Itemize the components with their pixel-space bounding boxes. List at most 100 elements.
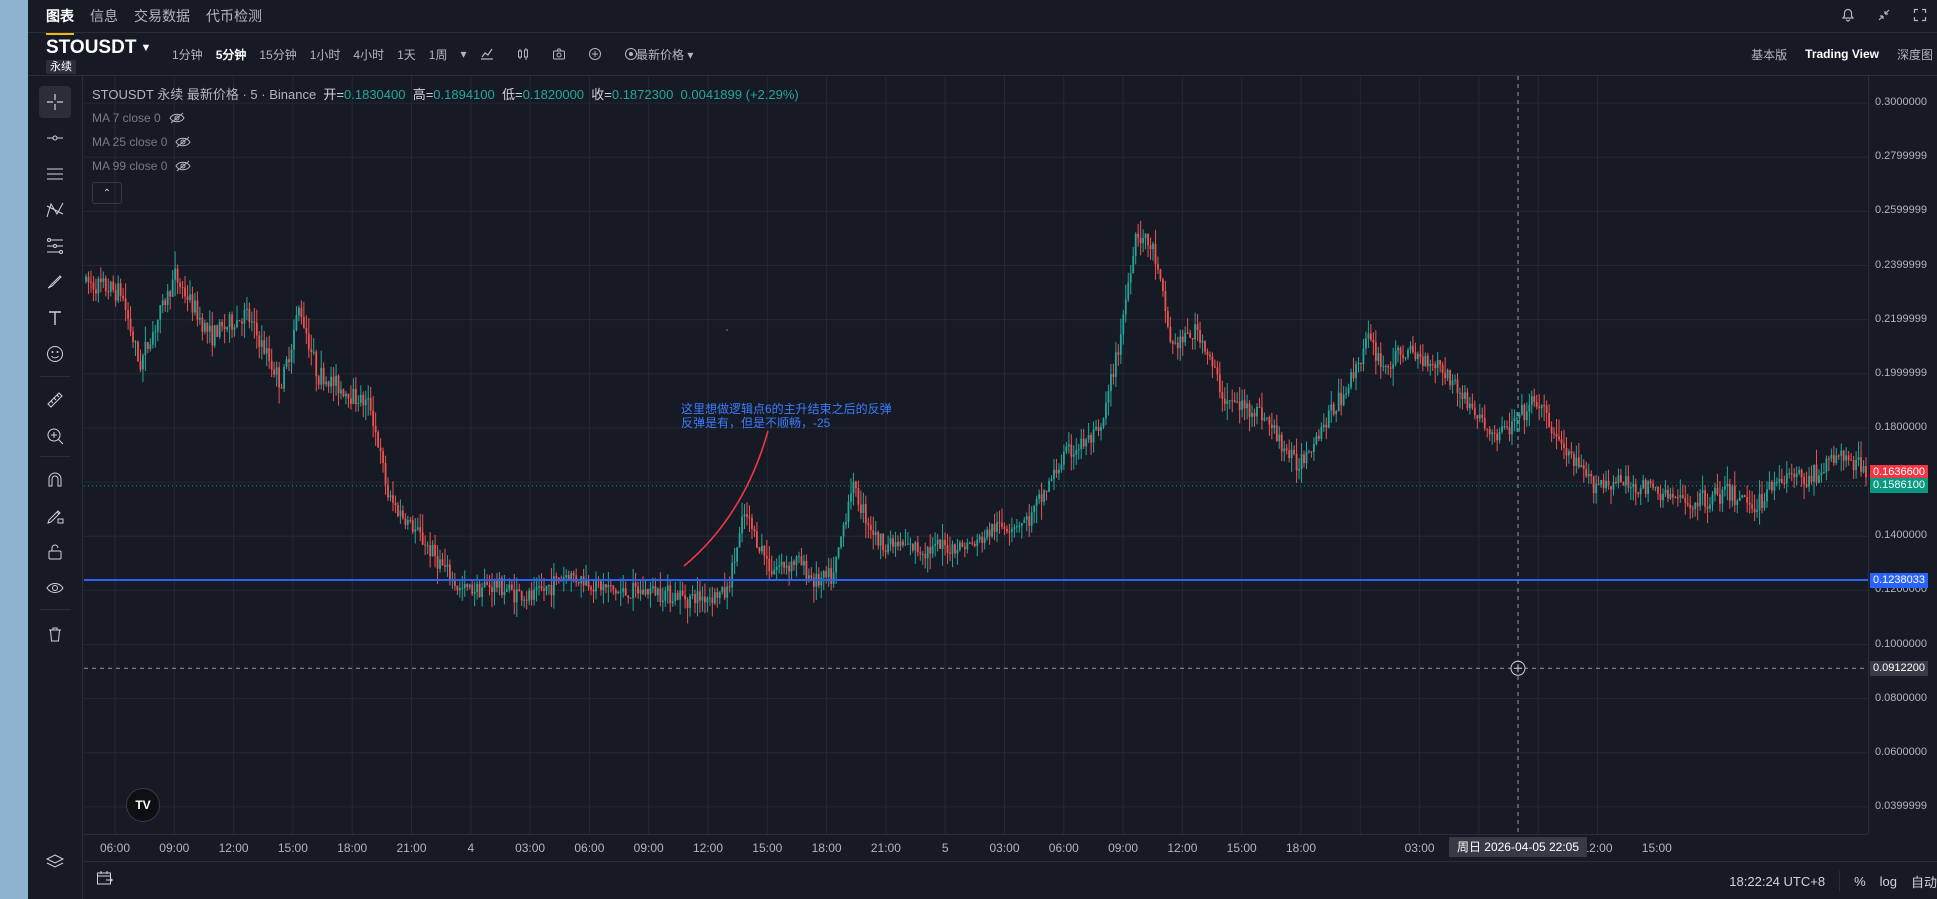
collapse-legend-button[interactable]: ⌃ (92, 182, 122, 204)
view-tradingview[interactable]: Trading View (1805, 47, 1879, 61)
candle-body (560, 580, 563, 582)
candle-body (384, 463, 387, 485)
candle-body (1317, 435, 1320, 439)
tab-trading-data[interactable]: 交易数据 (134, 8, 190, 24)
emoji-icon[interactable] (39, 338, 71, 370)
interval-5m[interactable]: 5分钟 (215, 47, 247, 62)
candle-body (325, 381, 328, 385)
camera-icon[interactable] (548, 43, 570, 65)
log-scale-toggle[interactable]: log (1879, 873, 1897, 889)
eye-hidden-icon[interactable] (169, 112, 185, 124)
eye-icon[interactable] (39, 572, 71, 604)
interval-1h[interactable]: 1小时 (309, 47, 341, 62)
candle-body (1681, 495, 1684, 498)
candle-body (1528, 404, 1531, 412)
tab-chart[interactable]: 图表 (46, 8, 74, 35)
candle-body (1676, 497, 1679, 499)
crosshair-icon[interactable] (39, 86, 71, 118)
candle-body (1114, 352, 1117, 377)
interval-4h[interactable]: 4小时 (353, 47, 385, 62)
candle-body (436, 556, 439, 569)
interval-15m[interactable]: 15分钟 (259, 47, 297, 62)
high-label: 高= (412, 87, 434, 102)
ma-indicator[interactable]: MA 99 close 0 (92, 159, 191, 173)
candle-body (1365, 338, 1367, 349)
ma-indicator[interactable]: MA 7 close 0 (92, 111, 185, 125)
candle-body (184, 287, 186, 297)
candle-body (1449, 370, 1451, 386)
fib-retracement-icon[interactable] (39, 230, 71, 262)
chart-text-annotation[interactable]: 这里想做逻辑点6的主升结束之后的反弹 反弹是有，但是不顺畅，-25 (681, 402, 892, 430)
low-value: 0.1820000 (522, 87, 585, 102)
ruler-icon[interactable] (39, 384, 71, 416)
candle-body (652, 586, 654, 589)
candle-body (466, 583, 469, 588)
date-range-icon[interactable] (96, 870, 114, 889)
collapse-icon[interactable] (1873, 4, 1895, 26)
eye-hidden-icon[interactable] (175, 160, 191, 172)
lock-drawing-icon[interactable] (39, 500, 71, 532)
unlock-icon[interactable] (39, 536, 71, 568)
candle-body (1256, 406, 1258, 417)
ohlc-legend: STOUSDT 永续 最新价格 · 5 · Binance 开=0.183040… (92, 84, 799, 103)
chart-canvas[interactable] (84, 76, 1868, 834)
candle-body (976, 539, 979, 546)
text-icon[interactable] (39, 302, 71, 334)
price-tick-label: 0.0600000 (1875, 745, 1927, 758)
candle-body (1407, 349, 1409, 358)
candle-body (807, 575, 810, 579)
brush-icon[interactable] (39, 266, 71, 298)
time-tick-label: 21:00 (870, 841, 901, 855)
percent-scale-toggle[interactable]: % (1854, 873, 1866, 889)
view-basic[interactable]: 基本版 (1751, 47, 1788, 62)
expand-icon[interactable] (1909, 4, 1931, 26)
candle-body (1362, 348, 1365, 365)
bell-icon[interactable] (1837, 4, 1859, 26)
tab-info[interactable]: 信息 (90, 8, 118, 24)
interval-1w[interactable]: 1周 (428, 47, 448, 62)
view-depth[interactable]: 深度图 (1896, 47, 1933, 62)
candle-body (345, 393, 347, 397)
interval-more-chevron-icon[interactable]: ▾ (460, 47, 467, 61)
trash-icon[interactable] (39, 618, 71, 650)
price-type-selector[interactable]: 最新价格 ▾ (636, 46, 693, 63)
candle-type-icon[interactable] (512, 43, 534, 65)
tab-token-check[interactable]: 代币检测 (206, 8, 262, 24)
candle-body (803, 560, 805, 566)
settings-icon[interactable] (620, 43, 642, 65)
pattern-icon[interactable] (39, 194, 71, 226)
candle-body (1686, 502, 1689, 505)
tradingview-logo[interactable]: TV (126, 788, 160, 822)
zoom-in-icon[interactable] (39, 420, 71, 452)
candle-body (884, 550, 887, 553)
parallel-channel-icon[interactable] (39, 158, 71, 190)
candle-body (951, 544, 954, 554)
price-axis[interactable]: 0.3000000 0.2799999 0.2599999 0.2399999 0.21… (1868, 76, 1937, 834)
candle-body (87, 276, 90, 282)
candle-body (349, 398, 352, 405)
candle-body (708, 597, 711, 599)
candle-body (847, 501, 850, 522)
candle-body (929, 547, 932, 554)
magnet-icon[interactable] (39, 464, 71, 496)
auto-scale-toggle[interactable]: 自动 (1910, 874, 1937, 890)
interval-1d[interactable]: 1天 (397, 47, 416, 62)
candle-body (226, 327, 229, 330)
chart-app: 图表 信息 交易数据 代币检测 STOUSDT ▼ 永续 1分钟 5分钟 15分钟… (28, 0, 1937, 899)
ma-indicator[interactable]: MA 25 close 0 (92, 135, 191, 149)
symbol-selector[interactable]: STOUSDT ▼ (46, 37, 151, 59)
chart-pane[interactable]: STOUSDT 永续 最新价格 · 5 · Binance 开=0.183040… (84, 76, 1868, 834)
layers-icon[interactable] (39, 846, 71, 878)
candle-body (1790, 473, 1793, 475)
candle-body (1186, 332, 1189, 334)
interval-1m[interactable]: 1分钟 (172, 47, 203, 62)
candle-body (1696, 502, 1699, 507)
indicator-icon[interactable] (476, 43, 498, 65)
add-icon[interactable] (584, 43, 606, 65)
time-axis[interactable]: 06:00 09:00 12:00 15:00 18:00 21:00 4 03:00 06:0… (84, 834, 1868, 861)
horizontal-ray-icon[interactable] (39, 122, 71, 154)
candle-body (805, 560, 808, 579)
eye-hidden-icon[interactable] (175, 136, 191, 148)
candle-body (137, 341, 139, 362)
candle-body (1775, 481, 1778, 483)
